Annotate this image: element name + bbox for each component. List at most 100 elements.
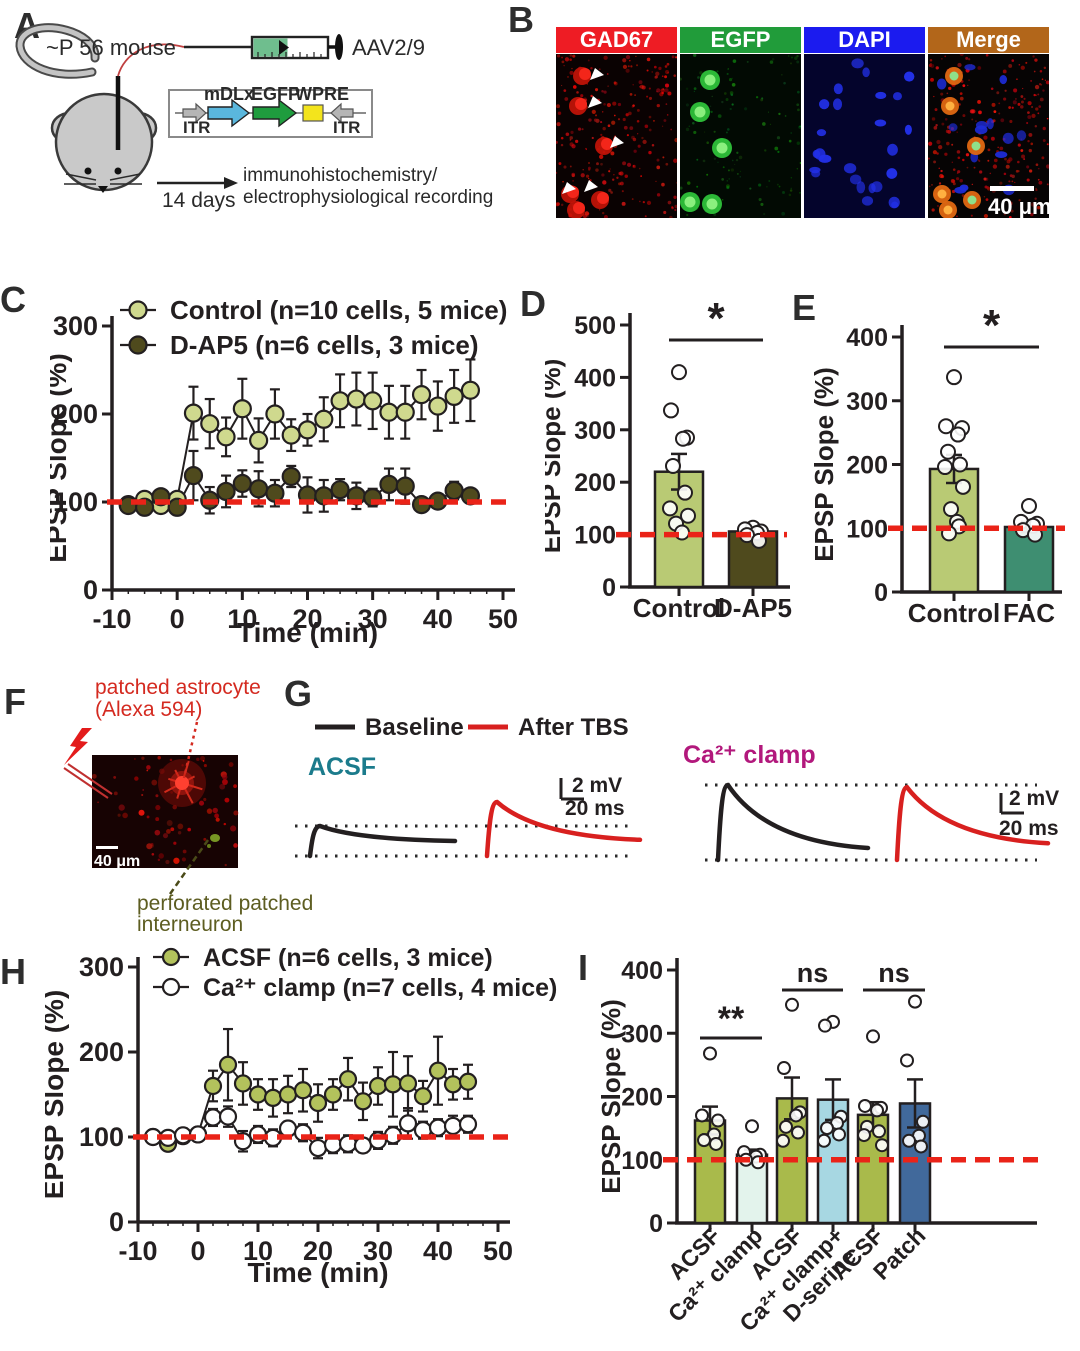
svg-text:EPSP Slope (%): EPSP Slope (%): [545, 359, 566, 554]
svg-text:300: 300: [574, 417, 616, 445]
svg-text:100: 100: [621, 1147, 663, 1175]
svg-text:0: 0: [170, 604, 185, 634]
micrograph-egfp: [680, 54, 801, 218]
micrograph-dapi: [804, 54, 925, 218]
svg-text:EPSP Slope (%): EPSP Slope (%): [50, 353, 72, 563]
svg-text:50: 50: [488, 604, 518, 634]
panel-letter-b: B: [508, 0, 534, 40]
svg-text:Time (min): Time (min): [247, 1257, 388, 1288]
wpre-label: WPRE: [295, 84, 349, 104]
patch-micrograph: 40 μm: [0, 668, 300, 958]
channel-header-gad67: GAD67: [556, 27, 677, 53]
svg-text:200: 200: [79, 1037, 124, 1067]
svg-text:400: 400: [621, 957, 663, 985]
svg-text:40: 40: [423, 604, 453, 634]
svg-text:ns: ns: [797, 958, 829, 988]
astrocyte-label-1: patched astrocyte: [95, 676, 261, 699]
chart-panel-c-ltp-timecourse: -10 0 10 20 30 40 50 0 100 200 300 Time (min) EPSP S…: [41, 284, 530, 669]
micrograph-strip: GAD67 EGFP DAPI Merge 40 μm: [556, 27, 1080, 219]
svg-text:*: *: [983, 301, 1001, 350]
svg-text:0: 0: [83, 575, 98, 605]
interneuron-label-1: perforated patched: [137, 892, 314, 915]
svg-text:40 μm: 40 μm: [94, 853, 140, 870]
virus-label: AAV2/9: [352, 35, 425, 60]
svg-text:20: 20: [303, 1236, 333, 1266]
svg-text:2 mV: 2 mV: [572, 774, 622, 797]
injection-schematic-illustration: [15, 23, 373, 193]
delay-label: 14 days: [162, 189, 236, 212]
svg-text:300: 300: [79, 952, 124, 982]
svg-text:300: 300: [53, 311, 98, 341]
svg-text:D-AP5 (n=6 cells, 3 mice): D-AP5 (n=6 cells, 3 mice): [170, 330, 479, 360]
svg-text:0: 0: [874, 579, 888, 607]
panel-letter-f: F: [4, 681, 26, 722]
svg-text:500: 500: [574, 312, 616, 340]
channel-header-merge: Merge: [928, 27, 1049, 53]
svg-text:EPSP Slope (%): EPSP Slope (%): [809, 367, 839, 562]
chart-panel-h-ltp-timecourse: -10 0 10 20 30 40 50 0 100 200 300 Time (min) EPSP S…: [38, 930, 585, 1350]
svg-text:300: 300: [846, 388, 888, 416]
outcome-label-1: immunohistochemistry/: [243, 165, 438, 186]
svg-text:Ca²⁺ clamp (n=7 cells, 4 mice: Ca²⁺ clamp (n=7 cells, 4 mice): [203, 974, 557, 1002]
syringe-graduations: [257, 52, 322, 57]
svg-text:0: 0: [190, 1236, 205, 1266]
svg-text:100: 100: [53, 487, 98, 517]
svg-text:20 ms: 20 ms: [565, 797, 625, 820]
svg-text:ACSF (n=6 cells, 3 mice): ACSF (n=6 cells, 3 mice): [203, 944, 493, 972]
svg-text:ACSF: ACSF: [308, 753, 376, 781]
svg-text:**: **: [718, 1000, 745, 1038]
panel-letter-h: H: [0, 951, 26, 992]
chart-panel-d-control-vs-dap5: 0 100 200 300 400 500 Control D-AP5 * EPSP Slope …: [536, 285, 805, 675]
itr-right-arrow: [330, 102, 354, 124]
svg-text:0: 0: [602, 574, 616, 602]
mouse-age-label: ~P 56 mouse: [46, 35, 176, 60]
svg-text:EPSP Slope (%): EPSP Slope (%): [45, 990, 69, 1200]
svg-text:After TBS: After TBS: [518, 714, 629, 741]
svg-text:40 μm: 40 μm: [988, 194, 1049, 218]
svg-text:10: 10: [243, 1236, 273, 1266]
svg-text:100: 100: [846, 515, 888, 543]
promoter-label: mDLx: [204, 84, 255, 104]
micrograph-gad67: [556, 54, 677, 218]
channel-header-egfp: EGFP: [680, 27, 801, 53]
mouse-nose: [98, 186, 108, 193]
svg-text:200: 200: [574, 469, 616, 497]
svg-text:Control: Control: [908, 598, 1000, 628]
svg-text:2 mV: 2 mV: [1009, 787, 1059, 810]
panel-letter-d: D: [520, 283, 546, 324]
gene-label: EGFP: [251, 84, 301, 104]
patch-micrograph-svg: 40 μm: [63, 721, 239, 895]
svg-text:200: 200: [621, 1084, 663, 1112]
svg-text:0: 0: [109, 1207, 124, 1237]
micrograph-merge: 40 μm: [928, 54, 1049, 218]
svg-text:FAC: FAC: [1003, 598, 1055, 628]
svg-text:40: 40: [423, 1236, 453, 1266]
svg-text:400: 400: [574, 364, 616, 392]
chart-panel-e-control-vs-fac: 0 100 200 300 400 Control FAC * EPSP Slope (%): [800, 285, 1080, 675]
lightning-bolt-icon: [64, 728, 92, 765]
panel-letter-i: I: [578, 947, 589, 988]
svg-text:50: 50: [483, 1236, 513, 1266]
svg-text:10: 10: [227, 604, 257, 634]
channel-header-dapi: DAPI: [804, 27, 925, 53]
svg-text:400: 400: [846, 324, 888, 352]
svg-text:200: 200: [53, 399, 98, 429]
svg-text:Time (min): Time (min): [237, 617, 378, 648]
svg-text:Control: Control: [633, 593, 725, 623]
wpre-element-box: [302, 104, 324, 122]
egfp-gene-arrow: [252, 98, 298, 128]
svg-text:30: 30: [358, 604, 388, 634]
panel-letter-c: C: [0, 279, 26, 320]
outcome-label-2: electrophysiological recording: [243, 187, 494, 208]
syringe-plunger: [335, 34, 343, 60]
svg-text:ns: ns: [878, 958, 910, 988]
svg-text:100: 100: [574, 522, 616, 550]
svg-text:Control (n=10 cells, 5 mice): Control (n=10 cells, 5 mice): [170, 295, 507, 325]
svg-text:100: 100: [79, 1122, 124, 1152]
epsp-traces-panel: Baseline After TBS ACSF 2 mV 20 ms Ca²⁺ clamp…: [280, 668, 1080, 938]
mouse-eye-right: [114, 167, 122, 175]
